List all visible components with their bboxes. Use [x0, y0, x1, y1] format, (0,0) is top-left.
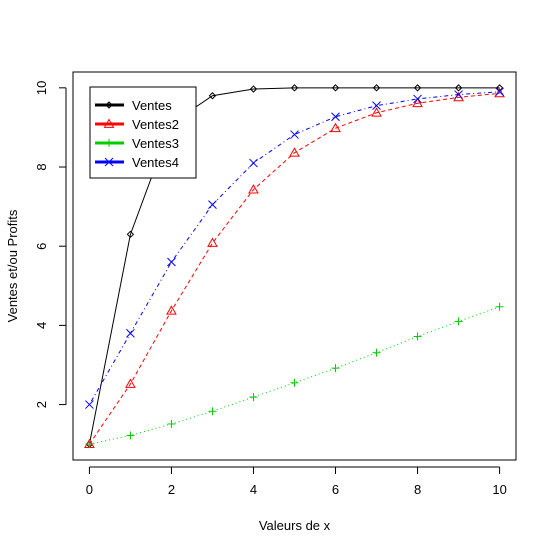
data-point [413, 94, 422, 104]
series-3 [85, 302, 504, 449]
data-point [85, 440, 94, 449]
y-tick-label: 4 [34, 322, 49, 329]
x-tick-label: 8 [414, 482, 421, 497]
data-point [331, 112, 340, 122]
data-point [372, 84, 381, 92]
data-point [495, 84, 504, 92]
x-tick-label: 2 [168, 482, 175, 497]
data-point-b [208, 200, 217, 209]
data-point-b [331, 112, 340, 122]
data-point [125, 378, 136, 388]
series-line [88, 91, 500, 405]
data-point-b [126, 328, 135, 338]
data-point-b [495, 87, 504, 97]
axes: 0 2 4 6 8 10 2 4 6 8 10 [34, 71, 517, 497]
data-point [208, 407, 217, 416]
y-tick-label: 10 [34, 81, 49, 95]
legend-marker [105, 101, 113, 109]
x-tick-label: 4 [250, 482, 257, 497]
data-point [413, 332, 422, 341]
legend-item: Ventes3 [95, 136, 179, 151]
data-point [413, 84, 422, 92]
data-point [495, 302, 504, 311]
x-tick-label: 0 [86, 482, 93, 497]
series-4 [85, 87, 504, 409]
legend-label: Ventes3 [132, 136, 179, 151]
data-point [208, 200, 217, 209]
legend-item: Ventes4 [95, 155, 179, 170]
data-point [166, 305, 177, 315]
legend-label: Ventes2 [132, 117, 179, 132]
data-point [126, 230, 135, 239]
series-2 [84, 87, 505, 449]
legend-item: Ventes [95, 98, 172, 113]
data-point-b [454, 90, 463, 99]
data-point-b [167, 257, 176, 267]
legend-label: Ventes4 [132, 155, 179, 170]
data-point [454, 317, 463, 326]
legend-marker [104, 157, 114, 167]
data-point-b [413, 94, 422, 104]
data-point [207, 237, 218, 247]
legend-item: Ventes2 [95, 117, 179, 132]
series-layer [84, 84, 505, 449]
data-point [289, 147, 300, 157]
data-point [249, 393, 258, 402]
x-tick-label: 10 [492, 482, 506, 497]
data-point [372, 101, 381, 111]
data-point [167, 419, 176, 428]
data-point [85, 400, 94, 409]
data-point [290, 130, 299, 139]
data-point [372, 348, 381, 357]
plot-frame [72, 71, 517, 461]
data-point [454, 84, 463, 92]
data-point [330, 122, 341, 133]
data-point [331, 84, 340, 92]
data-point [249, 85, 258, 93]
data-point [290, 84, 299, 92]
y-tick-label: 2 [34, 401, 49, 408]
y-tick-label: 8 [34, 163, 49, 170]
legend-marker-b [104, 157, 114, 167]
x-tick-label: 6 [332, 482, 339, 497]
data-point [495, 87, 504, 97]
data-point-b [249, 158, 258, 168]
data-point-b [85, 400, 94, 409]
data-point [454, 90, 463, 99]
y-axis-label: Ventes et/ou Profits [5, 209, 20, 322]
data-point [126, 431, 135, 440]
data-point [412, 97, 423, 108]
legend-marker [103, 118, 115, 128]
data-point [249, 158, 258, 168]
data-point [167, 257, 176, 267]
y-tick-label: 6 [34, 243, 49, 250]
data-point [494, 87, 505, 98]
data-point [331, 364, 340, 373]
data-point [126, 328, 135, 338]
series-line [88, 92, 500, 445]
data-point-b [372, 101, 381, 111]
data-point [290, 378, 299, 387]
data-point [248, 184, 259, 194]
x-axis-label: Valeurs de x [259, 518, 331, 533]
legend: Ventes Ventes2 Ventes3 Ventes4 [89, 86, 197, 179]
data-point-b [290, 130, 299, 139]
legend-marker [105, 139, 113, 147]
data-point [208, 92, 217, 100]
legend-label: Ventes [132, 98, 172, 113]
data-point [371, 107, 382, 117]
series-line [89, 306, 500, 445]
